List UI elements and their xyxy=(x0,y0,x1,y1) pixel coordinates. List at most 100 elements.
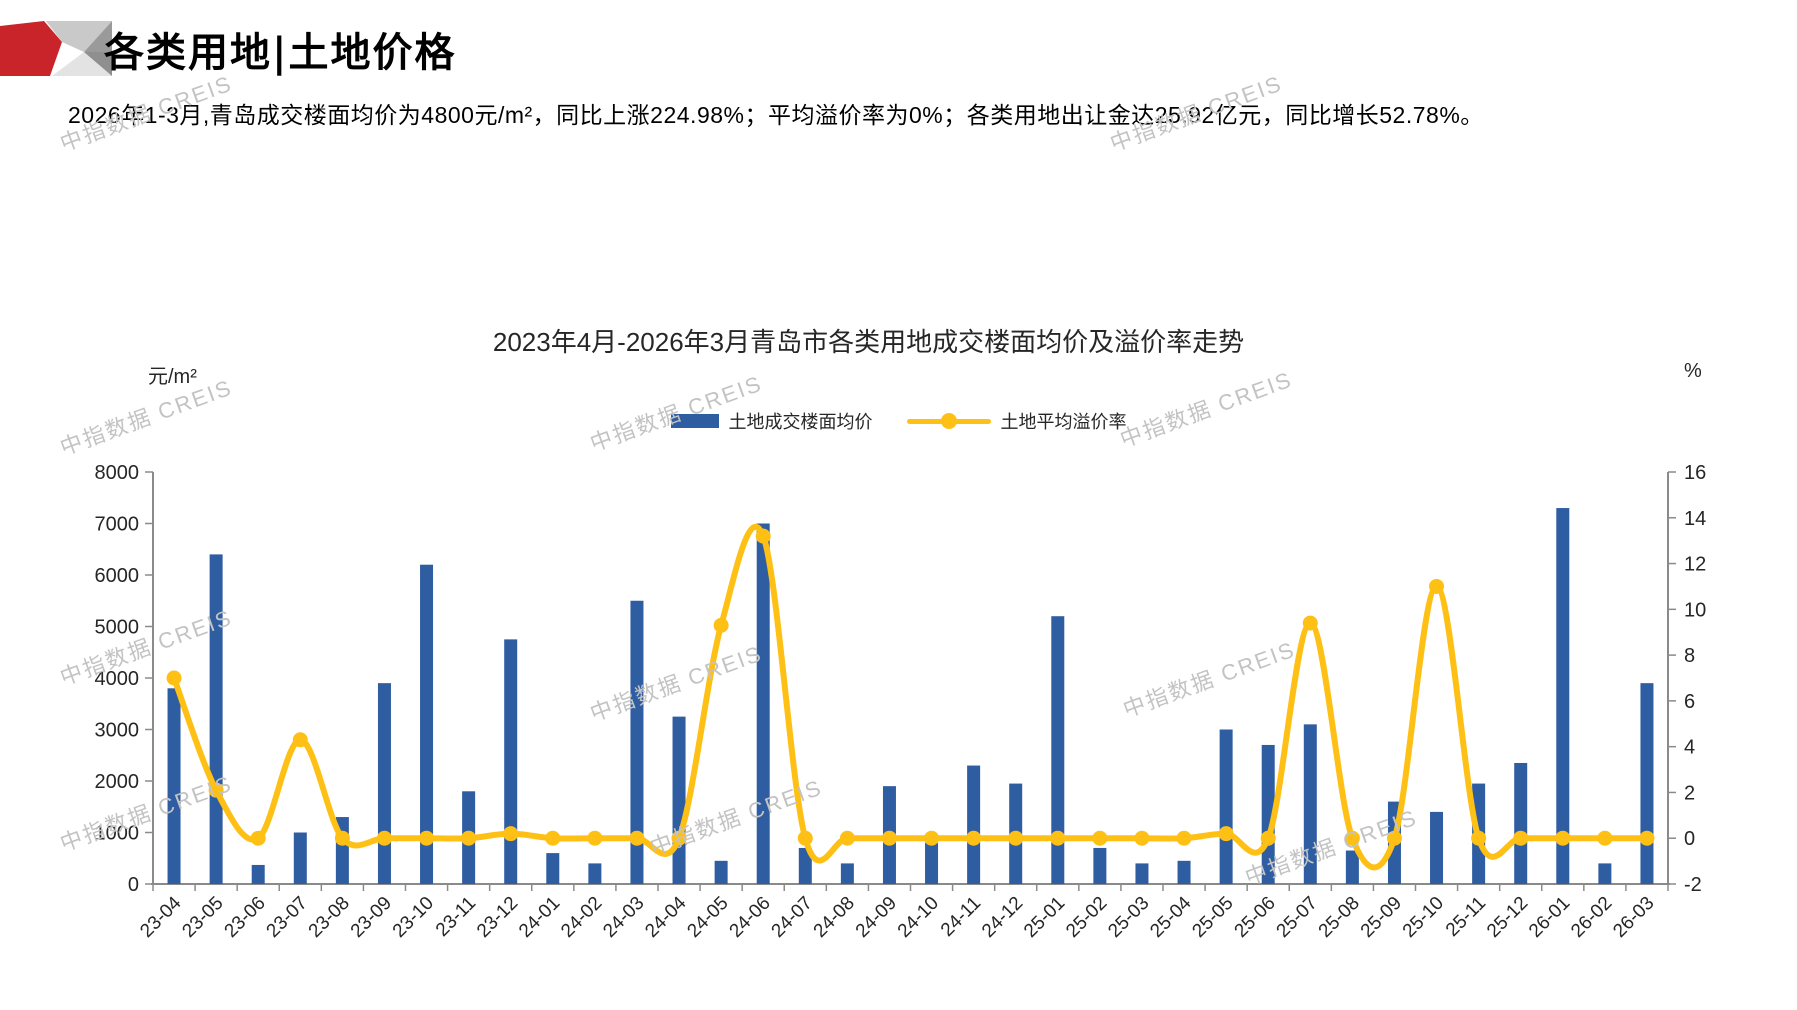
x-axis-label: 24-05 xyxy=(683,893,732,942)
bar-25-07[interactable] xyxy=(1303,724,1317,884)
premium-point-24-07[interactable] xyxy=(797,830,813,846)
bar-24-07[interactable] xyxy=(798,847,812,884)
premium-point-23-12[interactable] xyxy=(503,826,519,842)
bar-23-12[interactable] xyxy=(504,639,518,884)
x-axis-label: 23-12 xyxy=(473,893,522,942)
bar-24-03[interactable] xyxy=(630,600,644,884)
premium-point-25-09[interactable] xyxy=(1386,830,1402,846)
premium-point-23-09[interactable] xyxy=(376,830,392,846)
x-axis-label: 23-07 xyxy=(263,893,312,942)
premium-point-24-02[interactable] xyxy=(587,830,603,846)
premium-point-23-04[interactable] xyxy=(166,670,182,686)
premium-point-24-11[interactable] xyxy=(966,830,982,846)
line-swatch-icon xyxy=(906,413,991,429)
x-axis-label: 25-01 xyxy=(1020,893,1069,942)
legend-item-price[interactable]: 土地成交楼面均价 xyxy=(670,408,873,434)
bar-24-06[interactable] xyxy=(756,523,770,885)
x-axis-label: 23-06 xyxy=(221,893,270,942)
premium-point-24-10[interactable] xyxy=(924,830,940,846)
x-axis-label: 23-09 xyxy=(347,893,396,942)
right-axis-label: 4 xyxy=(1684,737,1695,759)
premium-point-25-07[interactable] xyxy=(1302,615,1318,631)
premium-point-25-10[interactable] xyxy=(1429,578,1445,594)
premium-point-25-01[interactable] xyxy=(1050,830,1066,846)
premium-point-24-01[interactable] xyxy=(545,830,561,846)
x-axis-label: 24-07 xyxy=(768,893,817,942)
x-axis-label: 24-02 xyxy=(557,893,606,942)
right-axis-label: 0 xyxy=(1684,828,1695,850)
bar-25-01[interactable] xyxy=(1051,616,1065,884)
bar-23-09[interactable] xyxy=(377,683,391,884)
premium-point-25-08[interactable] xyxy=(1344,830,1360,846)
x-axis-label: 25-09 xyxy=(1357,893,1406,942)
chart-title: 2023年4月-2026年3月青岛市各类用地成交楼面均价及溢价率走势 xyxy=(492,327,1245,357)
premium-point-23-06[interactable] xyxy=(250,830,266,846)
bar-23-04[interactable] xyxy=(167,688,181,884)
x-axis-label: 24-03 xyxy=(599,893,648,942)
bar-24-11[interactable] xyxy=(967,765,981,884)
right-axis-label: 10 xyxy=(1684,599,1706,621)
bar-25-10[interactable] xyxy=(1430,811,1444,884)
bar-26-02[interactable] xyxy=(1598,863,1612,884)
premium-point-26-03[interactable] xyxy=(1639,830,1655,846)
page-header: 各类用地|土地价格 xyxy=(0,14,457,84)
premium-point-23-05[interactable] xyxy=(208,782,224,798)
x-axis-label: 26-03 xyxy=(1609,893,1658,942)
x-axis-label: 24-06 xyxy=(726,893,775,942)
premium-point-24-05[interactable] xyxy=(713,617,729,633)
bar-23-07[interactable] xyxy=(293,832,307,885)
x-axis-label: 24-08 xyxy=(810,893,859,942)
premium-point-25-02[interactable] xyxy=(1092,830,1108,846)
premium-point-24-04[interactable] xyxy=(671,830,687,846)
premium-point-25-03[interactable] xyxy=(1134,830,1150,846)
premium-point-25-11[interactable] xyxy=(1471,830,1487,846)
right-axis-label: -2 xyxy=(1684,874,1702,896)
legend-item-premium[interactable]: 土地平均溢价率 xyxy=(906,408,1127,434)
bar-24-05[interactable] xyxy=(714,860,728,884)
bar-24-04[interactable] xyxy=(672,716,686,884)
bar-24-10[interactable] xyxy=(925,842,939,884)
x-axis-label: 23-10 xyxy=(389,893,438,942)
left-axis-label: 8000 xyxy=(95,462,140,484)
left-axis-unit: 元/m² xyxy=(148,366,197,388)
premium-point-24-03[interactable] xyxy=(629,830,645,846)
premium-point-24-09[interactable] xyxy=(881,830,897,846)
premium-point-24-06[interactable] xyxy=(755,528,771,544)
premium-point-23-07[interactable] xyxy=(292,732,308,748)
bar-23-06[interactable] xyxy=(251,864,265,884)
premium-point-26-01[interactable] xyxy=(1555,830,1571,846)
bar-23-05[interactable] xyxy=(209,554,223,884)
bar-25-12[interactable] xyxy=(1514,762,1528,884)
bar-24-02[interactable] xyxy=(588,863,602,884)
bar-24-01[interactable] xyxy=(546,853,560,884)
bar-23-10[interactable] xyxy=(420,564,434,884)
x-axis-label: 26-01 xyxy=(1525,893,1574,942)
bar-26-01[interactable] xyxy=(1556,508,1570,884)
page-title: 各类用地|土地价格 xyxy=(104,29,457,76)
premium-point-23-11[interactable] xyxy=(461,830,477,846)
bar-25-08[interactable] xyxy=(1345,850,1359,884)
premium-point-24-08[interactable] xyxy=(839,830,855,846)
bar-24-08[interactable] xyxy=(840,863,854,884)
premium-point-23-08[interactable] xyxy=(334,830,350,846)
x-axis-label: 23-11 xyxy=(432,893,480,941)
premium-point-24-12[interactable] xyxy=(1008,830,1024,846)
premium-point-25-12[interactable] xyxy=(1513,830,1529,846)
premium-point-25-06[interactable] xyxy=(1260,830,1276,846)
x-axis-label: 24-12 xyxy=(978,893,1027,942)
x-axis-label: 23-04 xyxy=(136,892,186,942)
x-axis-label: 24-01 xyxy=(515,893,564,942)
bar-25-05[interactable] xyxy=(1219,729,1233,885)
x-axis-label: 25-02 xyxy=(1062,893,1111,942)
bar-26-03[interactable] xyxy=(1640,683,1654,884)
premium-point-25-04[interactable] xyxy=(1176,830,1192,846)
premium-point-25-05[interactable] xyxy=(1218,826,1234,842)
bar-25-02[interactable] xyxy=(1093,847,1107,884)
bar-25-04[interactable] xyxy=(1177,860,1191,884)
right-axis-unit: % xyxy=(1684,360,1702,382)
x-axis-label: 23-08 xyxy=(305,893,354,942)
bar-25-03[interactable] xyxy=(1135,863,1149,884)
premium-point-23-10[interactable] xyxy=(419,830,435,846)
premium-point-26-02[interactable] xyxy=(1597,830,1613,846)
